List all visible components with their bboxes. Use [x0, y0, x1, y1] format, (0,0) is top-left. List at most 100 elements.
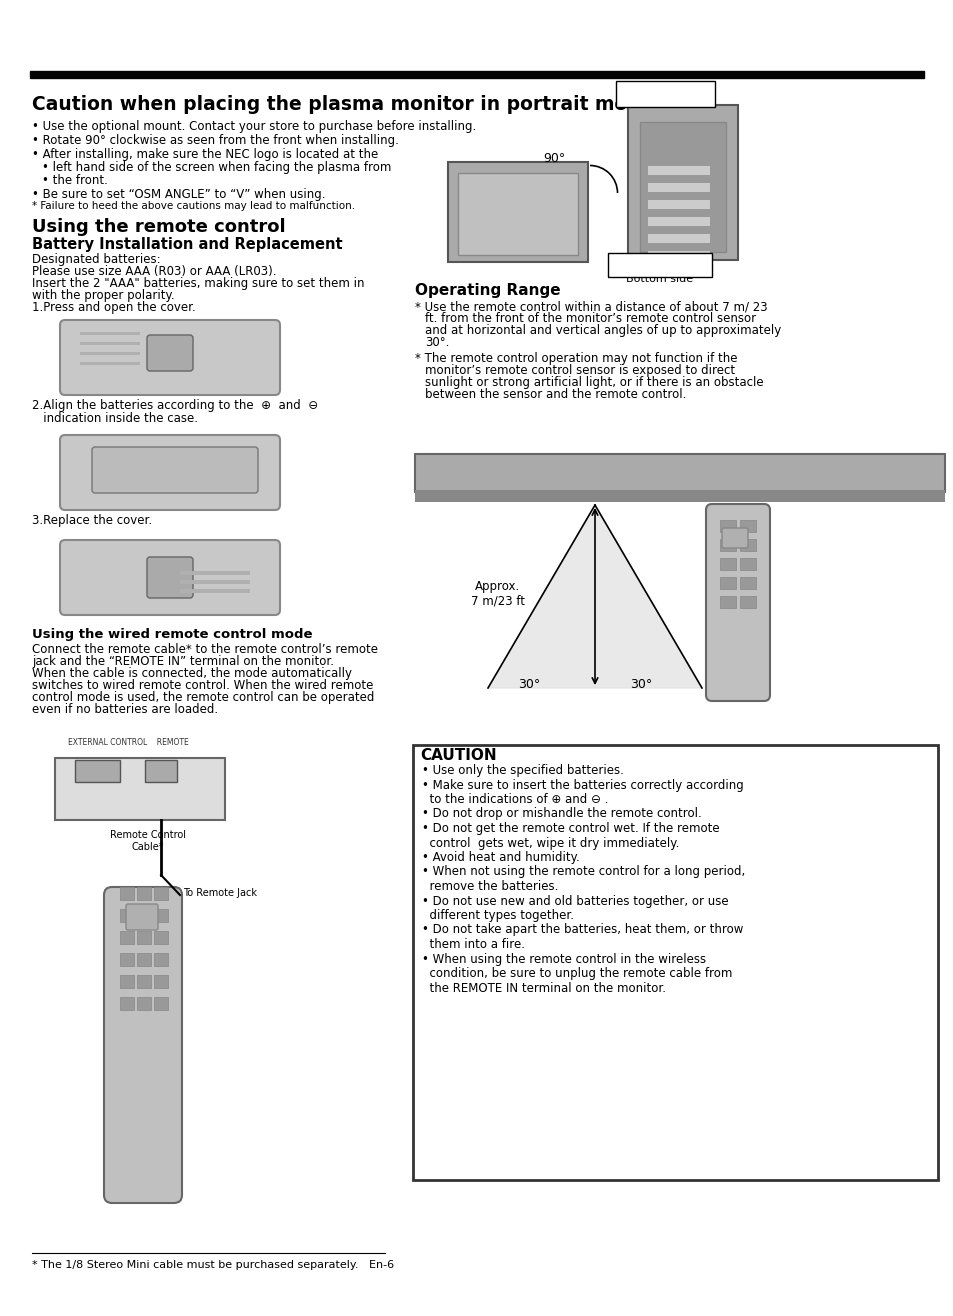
Text: • Avoid heat and humidity.: • Avoid heat and humidity.: [421, 851, 579, 865]
Text: −: −: [214, 468, 232, 487]
Text: EXTERNAL CONTROL    REMOTE: EXTERNAL CONTROL REMOTE: [68, 738, 189, 747]
Text: • After installing, make sure the NEC logo is located at the: • After installing, make sure the NEC lo…: [32, 147, 377, 161]
Text: • Make sure to insert the batteries correctly according: • Make sure to insert the batteries corr…: [421, 779, 743, 791]
Bar: [120, 975, 133, 988]
Bar: [120, 953, 133, 966]
Text: Operating Range: Operating Range: [415, 283, 560, 297]
Bar: [137, 975, 151, 988]
Bar: [120, 887, 133, 900]
Text: • Do not take apart the batteries, heat them, or throw: • Do not take apart the batteries, heat …: [421, 924, 742, 937]
Bar: [153, 909, 168, 923]
Bar: [180, 580, 250, 584]
Text: • Be sure to set “OSM ANGLE” to “V” when using.: • Be sure to set “OSM ANGLE” to “V” when…: [32, 188, 325, 201]
Text: 30°: 30°: [517, 678, 539, 691]
Text: * Failure to heed the above cautions may lead to malfunction.: * Failure to heed the above cautions may…: [32, 201, 355, 211]
Bar: [647, 251, 709, 261]
Text: * Use the remote control within a distance of about 7 m/ 23: * Use the remote control within a distan…: [415, 300, 767, 313]
FancyBboxPatch shape: [104, 887, 182, 1203]
Text: • the front.: • the front.: [42, 174, 108, 187]
Text: Remote Control
Cable*: Remote Control Cable*: [110, 830, 186, 851]
Text: • Use the optional mount. Contact your store to purchase before installing.: • Use the optional mount. Contact your s…: [32, 120, 476, 133]
Bar: [647, 268, 709, 276]
Bar: [80, 362, 140, 365]
Text: them into a fire.: them into a fire.: [421, 938, 524, 951]
Bar: [647, 200, 709, 209]
Bar: [153, 953, 168, 966]
Text: Using the remote control: Using the remote control: [32, 218, 285, 236]
Text: remove the batteries.: remove the batteries.: [421, 880, 558, 894]
Bar: [120, 909, 133, 923]
Bar: [153, 975, 168, 988]
Text: sunlight or strong artificial light, or if there is an obstacle: sunlight or strong artificial light, or …: [424, 376, 762, 390]
Bar: [413, 745, 937, 1180]
Bar: [720, 558, 735, 570]
Bar: [740, 576, 755, 590]
Text: Bottom side: Bottom side: [626, 274, 693, 284]
Bar: [647, 234, 709, 243]
FancyBboxPatch shape: [91, 447, 257, 494]
FancyBboxPatch shape: [147, 557, 193, 597]
FancyBboxPatch shape: [60, 320, 280, 395]
Text: Using the wired remote control mode: Using the wired remote control mode: [32, 628, 313, 641]
Text: 30°.: 30°.: [424, 336, 449, 349]
Text: jack and the “REMOTE IN” terminal on the monitor.: jack and the “REMOTE IN” terminal on the…: [32, 655, 334, 669]
Text: 1.Press and open the cover.: 1.Press and open the cover.: [32, 301, 195, 315]
Text: Please use size AAA (R03) or AAA (LR03).: Please use size AAA (R03) or AAA (LR03).: [32, 265, 276, 278]
Text: monitor’s remote control sensor is exposed to direct: monitor’s remote control sensor is expos…: [424, 365, 735, 376]
Bar: [137, 909, 151, 923]
Text: control mode is used, the remote control can be operated: control mode is used, the remote control…: [32, 691, 374, 704]
Bar: [137, 998, 151, 1009]
Bar: [740, 520, 755, 532]
FancyBboxPatch shape: [126, 904, 158, 930]
Bar: [639, 122, 725, 251]
Text: • Do not get the remote control wet. If the remote: • Do not get the remote control wet. If …: [421, 822, 719, 834]
Text: Connect the remote cable* to the remote control’s remote: Connect the remote cable* to the remote …: [32, 644, 377, 655]
Text: different types together.: different types together.: [421, 909, 574, 923]
Text: and at horizontal and vertical angles of up to approximately: and at horizontal and vertical angles of…: [424, 324, 781, 337]
Text: Caution when placing the plasma monitor in portrait mode: Caution when placing the plasma monitor …: [32, 95, 653, 114]
Bar: [627, 105, 738, 261]
Bar: [153, 887, 168, 900]
Text: ft. from the front of the monitor’s remote control sensor: ft. from the front of the monitor’s remo…: [424, 312, 756, 325]
Text: • When not using the remote control for a long period,: • When not using the remote control for …: [421, 866, 744, 879]
Text: to the indications of ⊕ and ⊖ .: to the indications of ⊕ and ⊖ .: [421, 794, 608, 805]
Text: Approx.
7 m/23 ft: Approx. 7 m/23 ft: [471, 580, 524, 608]
Text: 3.Replace the cover.: 3.Replace the cover.: [32, 515, 152, 526]
Text: 90°: 90°: [542, 153, 565, 164]
Bar: [120, 930, 133, 944]
Text: with the proper polarity.: with the proper polarity.: [32, 290, 174, 301]
Text: * The 1/8 Stereo Mini cable must be purchased separately.   En-6: * The 1/8 Stereo Mini cable must be purc…: [32, 1259, 394, 1270]
Text: indication inside the case.: indication inside the case.: [32, 412, 198, 425]
Text: • Use only the specified batteries.: • Use only the specified batteries.: [421, 765, 623, 776]
FancyBboxPatch shape: [607, 253, 711, 276]
Bar: [720, 520, 735, 532]
Bar: [153, 998, 168, 1009]
Text: the REMOTE IN terminal on the monitor.: the REMOTE IN terminal on the monitor.: [421, 982, 665, 995]
Bar: [647, 166, 709, 175]
Bar: [720, 576, 735, 590]
Bar: [137, 953, 151, 966]
Bar: [740, 558, 755, 570]
FancyBboxPatch shape: [721, 528, 747, 547]
Text: Battery Installation and Replacement: Battery Installation and Replacement: [32, 237, 342, 251]
Bar: [448, 162, 587, 262]
Text: When the cable is connected, the mode automatically: When the cable is connected, the mode au…: [32, 667, 352, 680]
Text: To Remote Jack: To Remote Jack: [183, 888, 256, 898]
Text: * The remote control operation may not function if the: * The remote control operation may not f…: [415, 351, 737, 365]
Bar: [137, 887, 151, 900]
Bar: [457, 172, 578, 255]
Text: 30°: 30°: [629, 678, 652, 691]
Bar: [647, 183, 709, 192]
Text: Designated batteries:: Designated batteries:: [32, 253, 160, 266]
Text: control  gets wet, wipe it dry immediately.: control gets wet, wipe it dry immediatel…: [421, 837, 679, 850]
Bar: [30, 71, 923, 78]
Text: • left hand side of the screen when facing the plasma from: • left hand side of the screen when faci…: [42, 161, 391, 174]
Bar: [55, 758, 225, 820]
Text: between the sensor and the remote control.: between the sensor and the remote contro…: [424, 388, 685, 401]
FancyBboxPatch shape: [705, 504, 769, 701]
Bar: [120, 998, 133, 1009]
Bar: [180, 571, 250, 575]
Text: condition, be sure to unplug the remote cable from: condition, be sure to unplug the remote …: [421, 967, 732, 980]
Text: • Do not use new and old batteries together, or use: • Do not use new and old batteries toget…: [421, 895, 728, 908]
Bar: [80, 342, 140, 345]
